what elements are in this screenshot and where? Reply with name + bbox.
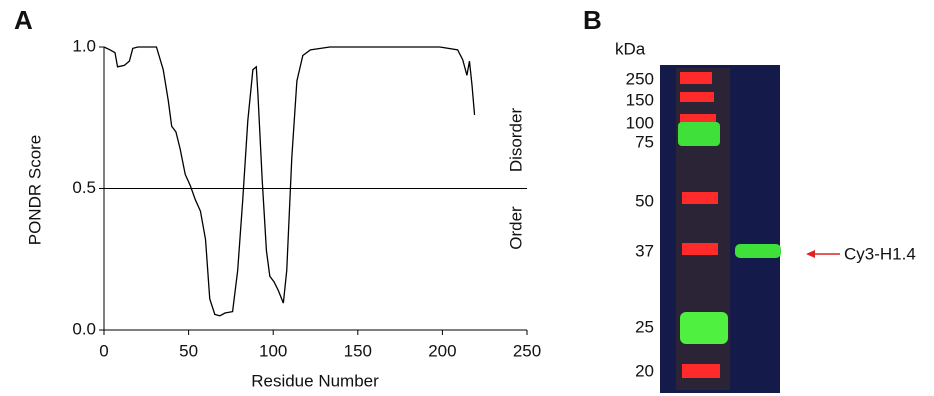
data-line bbox=[104, 47, 475, 316]
figure: A B Residue Number PONDR Score Disorder … bbox=[0, 0, 934, 396]
region-label: Disorder bbox=[506, 108, 525, 173]
y-tick-label: 0.5 bbox=[72, 178, 96, 197]
gel-image bbox=[660, 65, 781, 393]
marker-label: 37 bbox=[635, 241, 654, 260]
x-tick-label: 100 bbox=[259, 341, 287, 360]
marker-label: 50 bbox=[635, 191, 654, 210]
y-tick-label: 0.0 bbox=[72, 319, 96, 338]
y-axis-label: PONDR Score bbox=[25, 135, 44, 246]
annotation-arrow bbox=[806, 250, 815, 258]
marker-label: 250 bbox=[626, 69, 654, 88]
marker-label: 150 bbox=[626, 90, 654, 109]
x-tick-label: 150 bbox=[344, 341, 372, 360]
marker-label: 25 bbox=[635, 317, 654, 336]
y-tick-label: 1.0 bbox=[72, 36, 96, 55]
region-label: Order bbox=[506, 206, 525, 250]
x-tick-label: 0 bbox=[99, 341, 108, 360]
marker-label: 20 bbox=[635, 361, 654, 380]
x-tick-label: 200 bbox=[428, 341, 456, 360]
x-axis-label: Residue Number bbox=[251, 371, 379, 390]
x-tick-label: 250 bbox=[513, 341, 541, 360]
panel-label: B bbox=[583, 5, 602, 35]
marker-label: 100 bbox=[626, 113, 654, 132]
annotation: Cy3-H1.4 bbox=[844, 244, 916, 263]
marker-label: 75 bbox=[635, 132, 654, 151]
x-tick-label: 50 bbox=[179, 341, 198, 360]
unit-label: kDa bbox=[615, 39, 646, 58]
panel-label: A bbox=[14, 5, 33, 35]
